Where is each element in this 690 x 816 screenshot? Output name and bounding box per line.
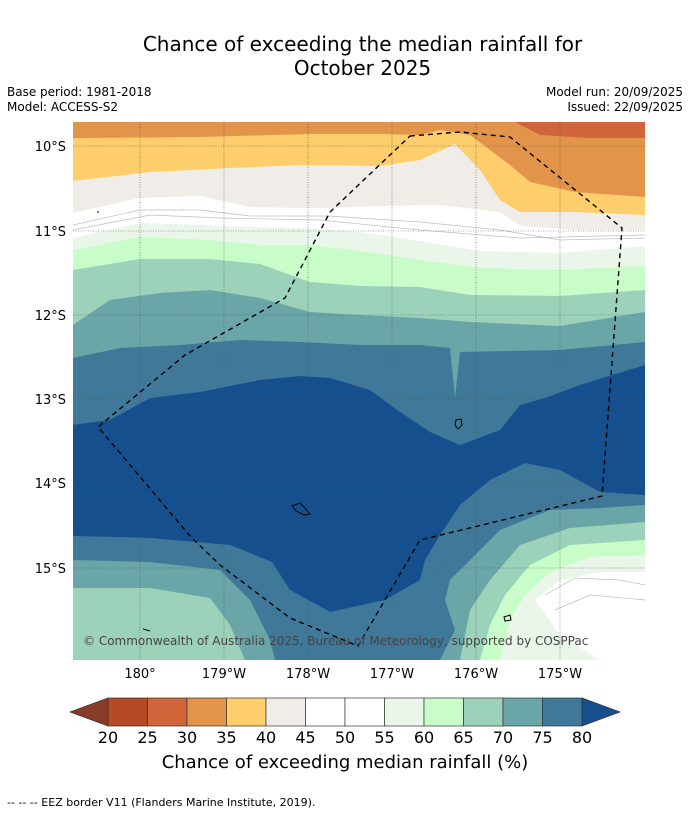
gridlines — [73, 122, 645, 660]
copyright-text: © Commonwealth of Australia 2025, Bureau… — [83, 634, 588, 648]
eez-footnote: -- -- -- EEZ border V11 (Flanders Marine… — [7, 796, 316, 809]
base-period: Base period: 1981-2018 — [7, 85, 152, 99]
colorbar-bin-60-65 — [423, 697, 464, 727]
lat-label-14s: 14°S — [35, 477, 66, 492]
lon-label-180: 180° — [124, 667, 155, 682]
cb-tick-30: 30 — [177, 728, 197, 747]
model-run: Model run: 20/09/2025 — [545, 85, 683, 99]
cb-tick-50: 50 — [335, 728, 355, 747]
model-name: Model: ACCESS-S2 — [7, 100, 119, 114]
colorbar-arrow-high — [581, 697, 622, 727]
cb-tick-55: 55 — [374, 728, 394, 747]
cb-tick-20: 20 — [98, 728, 118, 747]
colorbar-bin-75-80 — [542, 697, 583, 727]
issued-date: Issued: 22/09/2025 — [567, 100, 683, 114]
cb-tick-70: 70 — [493, 728, 513, 747]
colorbar — [68, 697, 622, 727]
longitude-labels: 180° 179°W 178°W 177°W 176°W 175°W — [124, 667, 582, 682]
colorbar-arrow-low — [68, 697, 109, 727]
colorbar-bin-50-55 — [344, 697, 385, 727]
islands — [97, 211, 512, 632]
cb-tick-65: 65 — [453, 728, 473, 747]
cb-tick-80: 80 — [572, 728, 592, 747]
colorbar-bin-35-40 — [226, 697, 267, 727]
meta-right: Model run: 20/09/2025 Issued: 22/09/2025 — [546, 85, 683, 115]
colorbar-bin-45-50 — [305, 697, 346, 727]
eez-border — [97, 131, 623, 647]
colorbar-bin-55-60 — [384, 697, 425, 727]
colorbar-bin-40-45 — [265, 697, 306, 727]
band-45-55-south — [535, 572, 645, 660]
lat-label-11s: 11°S — [35, 225, 66, 240]
lat-label-10s: 10°S — [35, 140, 66, 155]
cb-tick-25: 25 — [137, 728, 157, 747]
rainfall-contours: © Commonwealth of Australia 2025, Bureau… — [73, 122, 645, 660]
cb-tick-35: 35 — [216, 728, 236, 747]
lon-label-177w: 177°W — [370, 667, 414, 682]
band-25-30 — [515, 122, 645, 138]
colorbar-bin-20-25 — [107, 697, 148, 727]
lat-label-12s: 12°S — [35, 309, 66, 324]
colorbar-bin-65-70 — [463, 697, 504, 727]
cb-tick-40: 40 — [256, 728, 276, 747]
title-line-2: October 2025 — [293, 56, 432, 80]
colorbar-ticks: 20 25 30 35 40 45 50 55 60 65 70 75 80 — [98, 728, 592, 747]
lon-label-178w: 178°W — [286, 667, 330, 682]
cb-tick-60: 60 — [414, 728, 434, 747]
lon-label-176w: 176°W — [454, 667, 498, 682]
colorbar-label: Chance of exceeding median rainfall (%) — [161, 752, 529, 773]
band-80-plus — [73, 365, 645, 612]
cb-tick-45: 45 — [295, 728, 315, 747]
lat-label-13s: 13°S — [35, 393, 66, 408]
colorbar-bin-25-30 — [147, 697, 188, 727]
lat-label-15s: 15°S — [35, 562, 66, 577]
lon-label-179w: 179°W — [202, 667, 246, 682]
colorbar-bin-30-35 — [186, 697, 227, 727]
latitude-labels: 10°S 11°S 12°S 13°S 14°S 15°S — [35, 140, 66, 577]
band-30-35 — [73, 122, 645, 197]
lon-label-175w: 175°W — [538, 667, 582, 682]
map-title: Chance of exceeding the median rainfall … — [0, 32, 690, 80]
colorbar-bin-70-75 — [502, 697, 543, 727]
meta-left: Base period: 1981-2018 Model: ACCESS-S2 — [7, 85, 152, 115]
cb-tick-75: 75 — [532, 728, 552, 747]
contour-lines — [73, 209, 645, 611]
title-line-1: Chance of exceeding the median rainfall … — [142, 32, 583, 56]
